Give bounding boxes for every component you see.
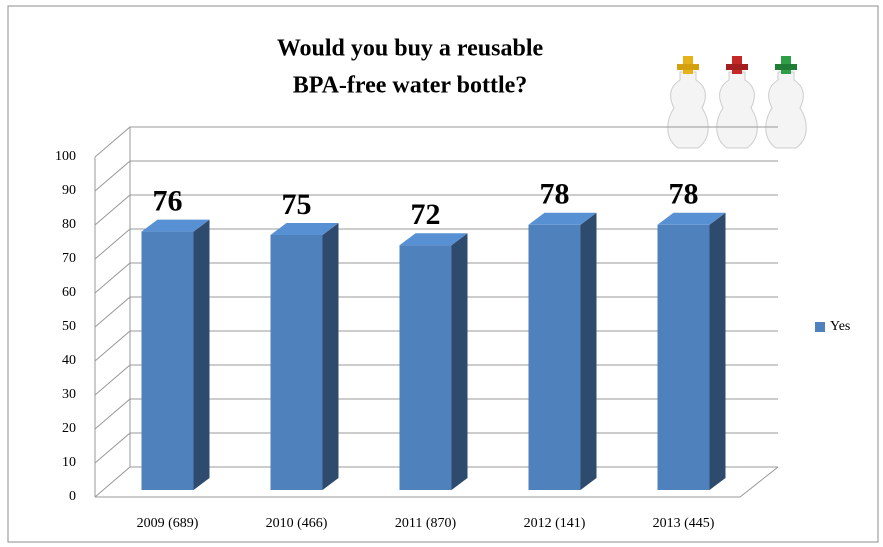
- bar-top: [270, 223, 339, 235]
- value-label: 75: [282, 188, 312, 221]
- y-tick-label: 80: [62, 217, 76, 232]
- bar-side: [709, 212, 726, 491]
- chart-title: BPA-free water bottle?: [293, 73, 528, 99]
- x-tick-label: 2010 (466): [266, 516, 328, 531]
- x-tick-label: 2011 (870): [395, 516, 457, 531]
- y-tick-label: 10: [62, 455, 76, 470]
- value-label: 78: [540, 178, 570, 211]
- x-tick-label: 2009 (689): [137, 516, 199, 531]
- bar: [270, 223, 339, 490]
- bar: [399, 233, 468, 490]
- legend-label: Yes: [830, 319, 850, 334]
- legend-swatch: [815, 322, 825, 332]
- bar: [141, 219, 210, 490]
- chart-title: Would you buy a reusable: [277, 36, 544, 62]
- y-tick-label: 20: [62, 421, 76, 436]
- y-tick-label: 0: [69, 489, 76, 504]
- grid-line: [94, 194, 778, 226]
- bar-top: [141, 219, 210, 232]
- value-label: 76: [153, 184, 183, 217]
- bar-top: [528, 212, 597, 225]
- bar-front: [141, 231, 194, 490]
- bar-front: [399, 245, 452, 490]
- bar-front: [270, 235, 323, 490]
- x-tick-label: 2012 (141): [524, 516, 586, 531]
- bar: [657, 212, 726, 491]
- value-label: 78: [669, 178, 699, 211]
- bar: [528, 212, 597, 491]
- bar-front: [657, 224, 710, 491]
- bar-side: [451, 233, 468, 490]
- plot-area: 0 10 20 30 40 50 60 70 80 90 100 76 75 72 78 78 2009 (68…: [55, 126, 850, 531]
- y-tick-label: 30: [62, 387, 76, 402]
- value-label: 72: [411, 198, 441, 231]
- bar-front: [528, 224, 581, 491]
- y-tick-label: 50: [62, 319, 76, 334]
- y-tick-label: 40: [62, 353, 76, 368]
- bar-top: [399, 233, 468, 246]
- y-tick-label: 70: [62, 251, 76, 266]
- bottle-illustration: [667, 56, 807, 149]
- y-tick-label: 60: [62, 285, 76, 300]
- bar-side: [193, 219, 210, 490]
- grid-line: [94, 160, 778, 192]
- x-tick-label: 2013 (445): [653, 516, 715, 531]
- bar-side: [322, 223, 339, 490]
- y-tick-label: 100: [55, 149, 76, 164]
- grid-line: [94, 126, 778, 158]
- bar-top: [657, 212, 726, 225]
- floor: [95, 466, 779, 498]
- bar-side: [580, 212, 597, 491]
- y-tick-label: 90: [62, 183, 76, 198]
